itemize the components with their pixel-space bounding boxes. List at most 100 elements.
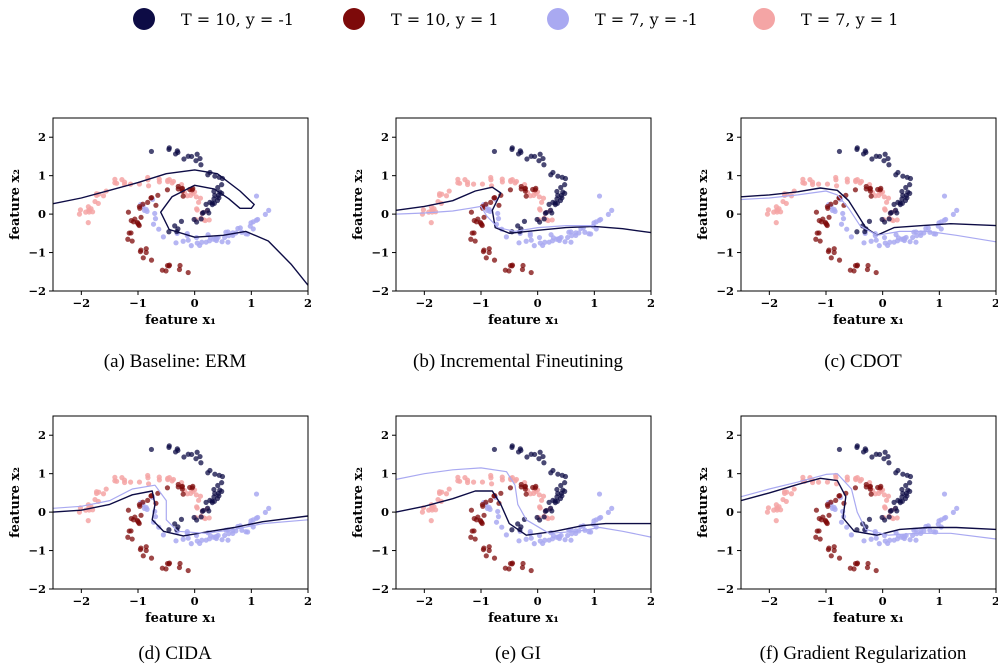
scatter-point: [155, 490, 161, 496]
scatter-point: [852, 187, 859, 193]
scatter-point: [828, 553, 834, 559]
y-tick-label: −1: [371, 544, 389, 558]
scatter-point: [899, 200, 905, 206]
scatter-point: [923, 225, 929, 232]
scatter-point: [173, 240, 179, 246]
scatter-point: [443, 193, 450, 199]
x-tick-label: 0: [191, 296, 199, 310]
scatter-point: [838, 221, 845, 227]
scatter-point: [545, 217, 551, 224]
scatter-point: [538, 199, 545, 205]
legend-marker-icon: [343, 8, 365, 30]
scatter-point: [100, 193, 107, 199]
scatter-point: [215, 490, 221, 497]
scatter-point: [891, 201, 897, 207]
scatter-point: [225, 239, 231, 245]
scatter-point: [573, 232, 579, 239]
scatter-point: [509, 527, 515, 533]
scatter-point: [163, 566, 169, 572]
scatter-point: [527, 230, 533, 237]
caption-cdot: (c) CDOT: [824, 351, 902, 372]
scatter-point: [907, 480, 913, 486]
scatter-point: [780, 198, 786, 205]
scatter-point: [180, 238, 186, 244]
scatter-point: [774, 507, 780, 513]
scatter-point: [188, 490, 194, 496]
scatter-point: [468, 534, 474, 540]
scatter-point: [174, 148, 180, 154]
y-tick-label: 0: [381, 207, 389, 221]
scatter-point: [867, 483, 874, 489]
scatter-point: [533, 185, 539, 191]
scatter-point: [831, 249, 837, 256]
scatter-point: [180, 536, 186, 542]
scatter-point: [828, 255, 834, 261]
scatter-point: [483, 255, 489, 261]
scatter-point: [903, 482, 909, 489]
scatter-point: [836, 148, 843, 155]
scatter-point: [140, 255, 146, 261]
scatter-point: [519, 266, 526, 273]
scatter-point: [509, 146, 515, 152]
scatter-point: [866, 516, 873, 522]
scatter-point: [863, 481, 869, 488]
scatter-point: [903, 192, 909, 199]
scatter-point: [868, 193, 874, 199]
x-tick-label: 1: [247, 594, 255, 608]
scatter-point: [498, 490, 504, 496]
scatter-point: [878, 483, 884, 489]
scatter-point: [903, 490, 909, 497]
scatter-point: [160, 234, 166, 240]
y-axis-label: feature x₂: [8, 467, 23, 538]
scatter-point: [206, 210, 212, 216]
scatter-point: [861, 538, 867, 544]
y-tick-label: 0: [726, 505, 734, 519]
scatter-point: [203, 499, 209, 505]
scatter-point: [516, 538, 522, 544]
scatter-point: [895, 467, 901, 474]
scatter-point: [954, 505, 960, 511]
scatter-point: [486, 547, 492, 554]
scatter-point: [156, 226, 162, 232]
scatter-point: [848, 532, 854, 538]
scatter-point: [813, 236, 819, 242]
scatter-point: [172, 223, 178, 229]
x-tick-label: −1: [817, 594, 835, 608]
scatter-point: [144, 506, 150, 512]
scatter-point: [524, 156, 530, 162]
scatter-point: [537, 449, 543, 455]
scatter-point: [565, 532, 571, 539]
scatter-point: [524, 454, 530, 460]
scatter-point: [194, 505, 200, 511]
panel-gradient-regularization: −2 −1 0 1 2 −2 −1 0 1 2 feature x₁ feature x₂: [696, 415, 998, 626]
scatter-point: [566, 229, 572, 235]
scatter-point: [862, 148, 868, 154]
scatter-point: [198, 216, 204, 222]
y-tick-label: 1: [381, 169, 389, 183]
scatter-point: [138, 512, 144, 518]
scatter-point: [194, 207, 200, 213]
x-tick-label: 2: [304, 594, 312, 608]
scatter-point: [565, 234, 571, 241]
plot-area: [396, 145, 651, 276]
scatter-point: [549, 217, 555, 223]
scatter-point: [206, 515, 212, 521]
scatter-point: [199, 210, 205, 216]
scatter-point: [887, 239, 893, 245]
scatter-point: [516, 240, 522, 246]
legend-marker-icon: [547, 8, 569, 30]
scatter-point: [428, 220, 434, 226]
scatter-point: [145, 183, 152, 189]
scatter-point: [213, 534, 219, 540]
scatter-point: [515, 521, 521, 527]
scatter-point: [173, 538, 179, 544]
scatter-point: [143, 547, 149, 554]
scatter-point: [554, 486, 560, 493]
y-tick-label: −2: [716, 284, 734, 298]
scatter-point: [873, 153, 879, 159]
scatter-point: [194, 219, 200, 225]
scatter-point: [178, 218, 185, 224]
scatter-point: [780, 496, 786, 503]
scatter-point: [165, 476, 171, 483]
scatter-point: [876, 243, 882, 249]
